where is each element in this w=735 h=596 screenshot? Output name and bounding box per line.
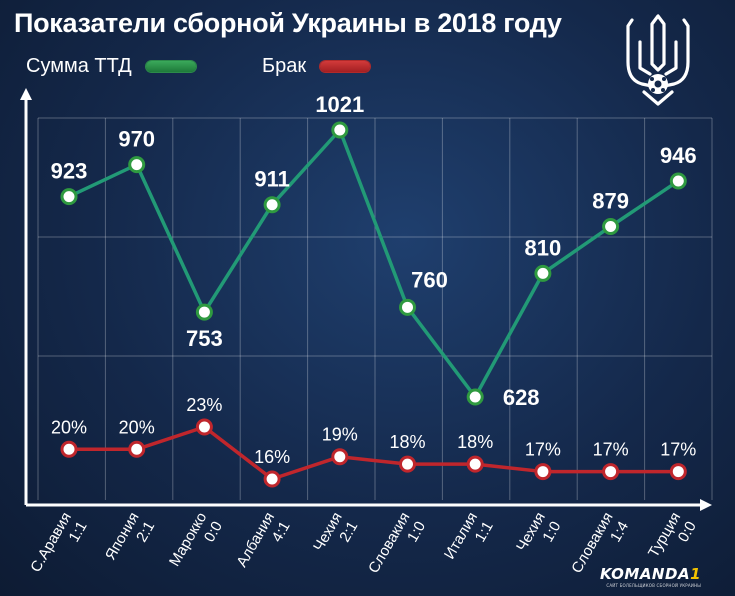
brak-point [60,440,78,458]
brak-data-label: 20% [119,417,155,437]
ttd-point [195,303,213,321]
x-tick-team: С.Аравия [27,510,75,576]
ttd-point [331,121,349,139]
brak-data-label: 19% [322,425,358,445]
brak-point [263,470,281,488]
ttd-point [466,388,484,406]
logo-subtitle: САЙТ БОЛЕЛЬЩИКОВ СБОРНОЙ УКРАИНЫ [606,583,701,588]
brak-data-label: 18% [457,432,493,452]
brak-data-label: 20% [51,417,87,437]
ttd-data-label: 810 [525,235,562,260]
brak-point [331,448,349,466]
ttd-data-label: 628 [503,385,540,410]
brak-point [399,455,416,473]
brak-data-label: 23% [186,395,222,415]
komanda-logo: KOMANDA1 САЙТ БОЛЕЛЬЩИКОВ СБОРНОЙ УКРАИН… [600,565,701,588]
brak-point [602,463,620,481]
ttd-point [669,172,687,190]
brak-point [128,440,146,458]
ttd-point [128,156,146,174]
trident-emblem-icon [626,14,690,106]
x-tick-team: Словакия [365,510,413,577]
ttd-data-label: 946 [660,143,697,168]
ttd-data-label: 753 [186,326,223,351]
x-tick-team: Марокко [166,510,210,570]
ttd-data-label: 760 [411,267,448,292]
brak-point [534,463,552,481]
brak-data-label: 17% [660,440,696,460]
brak-data-label: 17% [525,440,561,460]
brak-data-label: 17% [593,440,629,460]
legend-swatch-brak [320,60,371,72]
ttd-data-label: 970 [118,127,155,152]
ttd-data-label: 879 [592,188,629,213]
chart-title: Показатели сборной Украины в 2018 году [14,8,562,38]
brak-point [669,463,687,481]
brak-line [69,425,679,481]
ttd-data-label: 1021 [315,92,364,117]
brak-point [466,455,484,473]
brak-data-label: 16% [254,447,290,467]
legend-label-ttd: Сумма ТТД [26,54,132,77]
legend-label-brak: Брак [262,54,307,77]
ttd-data-label: 923 [51,159,88,184]
ttd-point [602,217,620,235]
legend-item-ttd: Сумма ТТД [26,54,196,77]
legend-swatch-ttd [145,60,196,72]
ttd-point [534,264,552,282]
ttd-point [399,298,416,316]
ttd-point [60,188,78,206]
ttd-point [263,196,281,214]
brak-data-label: 18% [389,432,425,452]
y-axis-arrow [20,88,32,100]
brak-point [195,418,213,436]
ttd-data-label: 911 [254,167,290,192]
logo-number: 1 [690,565,701,583]
ttd-line [68,128,680,399]
legend-item-brak: Брак [262,54,371,77]
logo-name: KOMANDA [599,565,691,583]
x-axis-arrow [700,499,712,511]
x-tick-team: Албания [233,510,278,571]
